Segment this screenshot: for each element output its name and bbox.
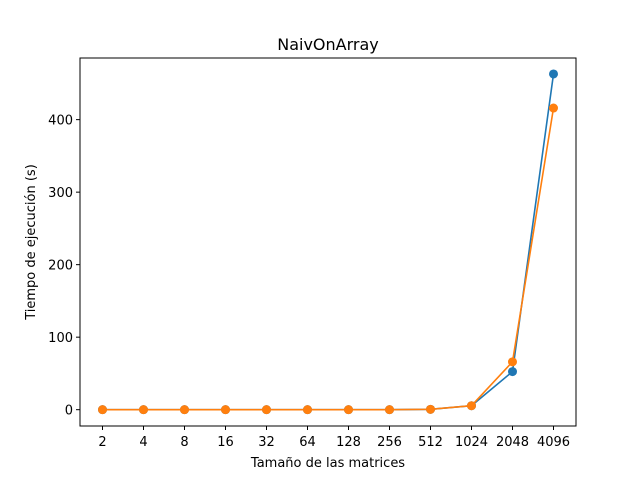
series-2 [98,103,558,415]
series-group [98,69,558,415]
x-tick-label: 256 [377,435,402,450]
x-tick-label: 2 [98,435,106,450]
x-tick-label: 128 [336,435,361,450]
y-axis-ticks: 0 100 200 300 400 [48,114,80,419]
series-2-point [180,405,189,415]
series-2-point [303,405,312,415]
x-tick-label: 1024 [455,435,488,450]
series-2-point [344,405,353,415]
x-tick-label: 32 [258,435,275,450]
series-1-point [549,69,558,79]
series-2-point [426,404,435,414]
series-2-point [139,405,148,415]
series-2-point [549,103,558,113]
x-tick-label: 64 [299,435,316,450]
x-tick-label: 16 [217,435,234,450]
series-2-point [385,405,394,415]
y-axis-label: Tiempo de ejecución (s) [24,164,39,321]
y-tick-label: 200 [48,259,73,274]
x-axis-label: Tamaño de las matrices [250,456,405,471]
series-2-point [262,405,271,415]
series-2-point [467,401,476,411]
series-1-point [508,367,517,377]
axes-frame [79,57,577,427]
y-tick-label: 300 [48,186,73,201]
x-tick-label: 4 [139,435,147,450]
x-tick-label: 2048 [496,435,529,450]
x-tick-label: 8 [180,435,188,450]
y-tick-label: 0 [65,404,73,419]
x-tick-label: 4096 [537,435,570,450]
x-axis-ticks: 2 4 8 16 32 64 128 256 512 1024 2048 4096 [98,426,570,450]
series-2-point [98,405,107,415]
chart-title: NaivOnArray [277,35,379,54]
y-tick-label: 400 [48,114,73,129]
series-2-point [508,357,517,367]
x-tick-label: 512 [418,435,443,450]
series-2-line [102,107,555,411]
y-tick-label: 100 [48,331,73,346]
series-2-point [221,405,230,415]
